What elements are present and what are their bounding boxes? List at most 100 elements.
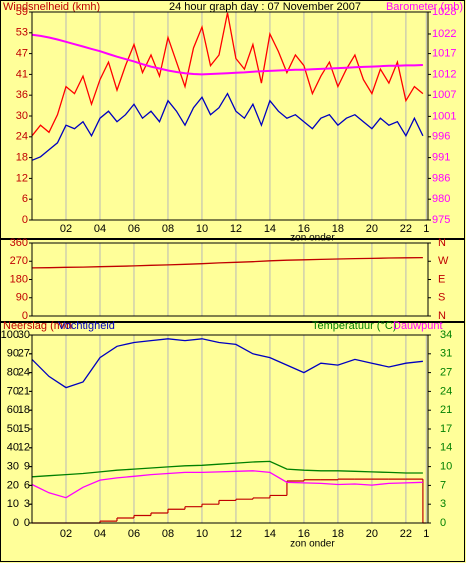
y2-tick-label: 17 xyxy=(440,423,452,435)
y-tick-label: 180 xyxy=(10,273,28,285)
y-tick-label: 40 xyxy=(7,442,19,454)
y3-tick-label: 0 xyxy=(24,517,30,529)
x-tick-label: 02 xyxy=(60,528,72,540)
y-tick-label: 6 xyxy=(22,193,28,205)
y-tick-label: 0 xyxy=(22,214,28,226)
y-tick-label: 360 xyxy=(10,237,28,249)
series-line xyxy=(31,33,423,76)
y2-tick-label: 7 xyxy=(440,479,446,491)
y-tick-label: 60 xyxy=(7,404,19,416)
y2-tick-label: 10 xyxy=(440,461,452,473)
y-tick-label: 36 xyxy=(16,89,28,101)
y-tick-label: 47 xyxy=(16,47,28,59)
y2-tick-label: E xyxy=(438,273,445,285)
y-tick-label: 10 xyxy=(7,498,19,510)
x-tick-label: 1 xyxy=(423,223,429,235)
series-line xyxy=(31,12,424,137)
y2-tick-label: 975 xyxy=(432,214,450,226)
x-tick-label: 20 xyxy=(366,223,378,235)
y3-tick-label: 3 xyxy=(24,498,30,510)
y-tick-label: 70 xyxy=(7,385,19,397)
x-tick-label: 14 xyxy=(264,223,276,235)
y-tick-label: 41 xyxy=(16,68,28,80)
y-tick-label: 0 xyxy=(22,310,28,322)
y3-tick-label: 9 xyxy=(24,461,30,473)
x-tick-label: 10 xyxy=(196,223,208,235)
y-tick-label: 18 xyxy=(16,151,28,163)
y2-tick-label: 34 xyxy=(440,329,452,341)
y2-tick-label: 980 xyxy=(432,193,450,205)
plot-area xyxy=(32,335,428,523)
y-tick-label: 30 xyxy=(7,461,19,473)
y2-tick-label: S xyxy=(438,292,445,304)
series-line xyxy=(31,338,423,389)
plot-frame xyxy=(31,242,429,317)
x-tick-label: 12 xyxy=(230,528,242,540)
plot-frame xyxy=(31,334,429,524)
y-tick-label: 53 xyxy=(16,27,28,39)
x-tick-label: 1 xyxy=(423,528,429,540)
y2-tick-label: 996 xyxy=(432,131,450,143)
panel-border xyxy=(0,0,465,239)
y3-tick-label: 15 xyxy=(18,423,30,435)
y2-tick-label: 1028 xyxy=(432,6,456,18)
x-tick-label: 04 xyxy=(94,223,106,235)
series-label: Dauwpunt xyxy=(393,320,443,332)
y2-tick-label: W xyxy=(438,255,449,267)
series-label: Vochtigheid xyxy=(58,320,115,332)
y3-tick-label: 18 xyxy=(18,404,30,416)
y2-tick-label: 1012 xyxy=(432,68,456,80)
y2-tick-label: 1001 xyxy=(432,110,456,122)
annotation: zon onder xyxy=(290,539,335,550)
panel-border xyxy=(0,322,465,562)
series-line xyxy=(31,256,423,269)
y3-tick-label: 27 xyxy=(18,348,30,360)
y-tick-label: 20 xyxy=(7,479,19,491)
x-tick-label: 10 xyxy=(196,528,208,540)
y-tick-label: 90 xyxy=(16,292,28,304)
y2-tick-label: 986 xyxy=(432,172,450,184)
x-tick-label: 06 xyxy=(128,528,140,540)
plot-frame xyxy=(31,11,429,221)
y2-tick-label: 14 xyxy=(440,442,452,454)
y2-axis-label: Barometer (mb) xyxy=(386,1,463,13)
y-tick-label: 59 xyxy=(16,6,28,18)
x-tick-label: 22 xyxy=(400,528,412,540)
x-tick-label: 14 xyxy=(264,528,276,540)
y-tick-label: 90 xyxy=(7,348,19,360)
panel-border xyxy=(0,239,465,322)
y2-tick-label: 1022 xyxy=(432,28,456,40)
annotation: zon onder xyxy=(290,233,335,244)
y3-tick-label: 6 xyxy=(24,479,30,491)
y-tick-label: 12 xyxy=(16,172,28,184)
y-tick-label: 0 xyxy=(13,517,19,529)
y-tick-label: 270 xyxy=(10,255,28,267)
series-line xyxy=(31,460,423,478)
series-label: Temperatuur (°C) xyxy=(312,320,396,332)
x-tick-label: 16 xyxy=(298,223,310,235)
y3-tick-label: 12 xyxy=(18,442,30,454)
y2-tick-label: N xyxy=(438,237,446,249)
x-tick-label: 22 xyxy=(400,223,412,235)
plot-area xyxy=(32,12,428,220)
y-tick-label: 100 xyxy=(1,329,19,341)
y3-tick-label: 21 xyxy=(18,385,30,397)
y-axis-label: Windsnelheid (kmh) xyxy=(3,1,100,13)
y2-tick-label: 1017 xyxy=(432,48,456,60)
y2-tick-label: N xyxy=(438,310,446,322)
y2-tick-label: 24 xyxy=(440,385,452,397)
x-tick-label: 08 xyxy=(162,223,174,235)
y-tick-label: 24 xyxy=(16,131,28,143)
y2-tick-label: 991 xyxy=(432,152,450,164)
series-line xyxy=(31,470,423,499)
y-tick-label: 50 xyxy=(7,423,19,435)
x-tick-label: 20 xyxy=(366,528,378,540)
series-label: Neerslag (mm xyxy=(3,320,72,332)
y3-tick-label: 24 xyxy=(18,367,30,379)
x-tick-label: 18 xyxy=(332,528,344,540)
y2-tick-label: 27 xyxy=(440,367,452,379)
y2-tick-label: 0 xyxy=(440,517,446,529)
plot-area xyxy=(32,243,428,316)
x-tick-label: 02 xyxy=(60,223,72,235)
